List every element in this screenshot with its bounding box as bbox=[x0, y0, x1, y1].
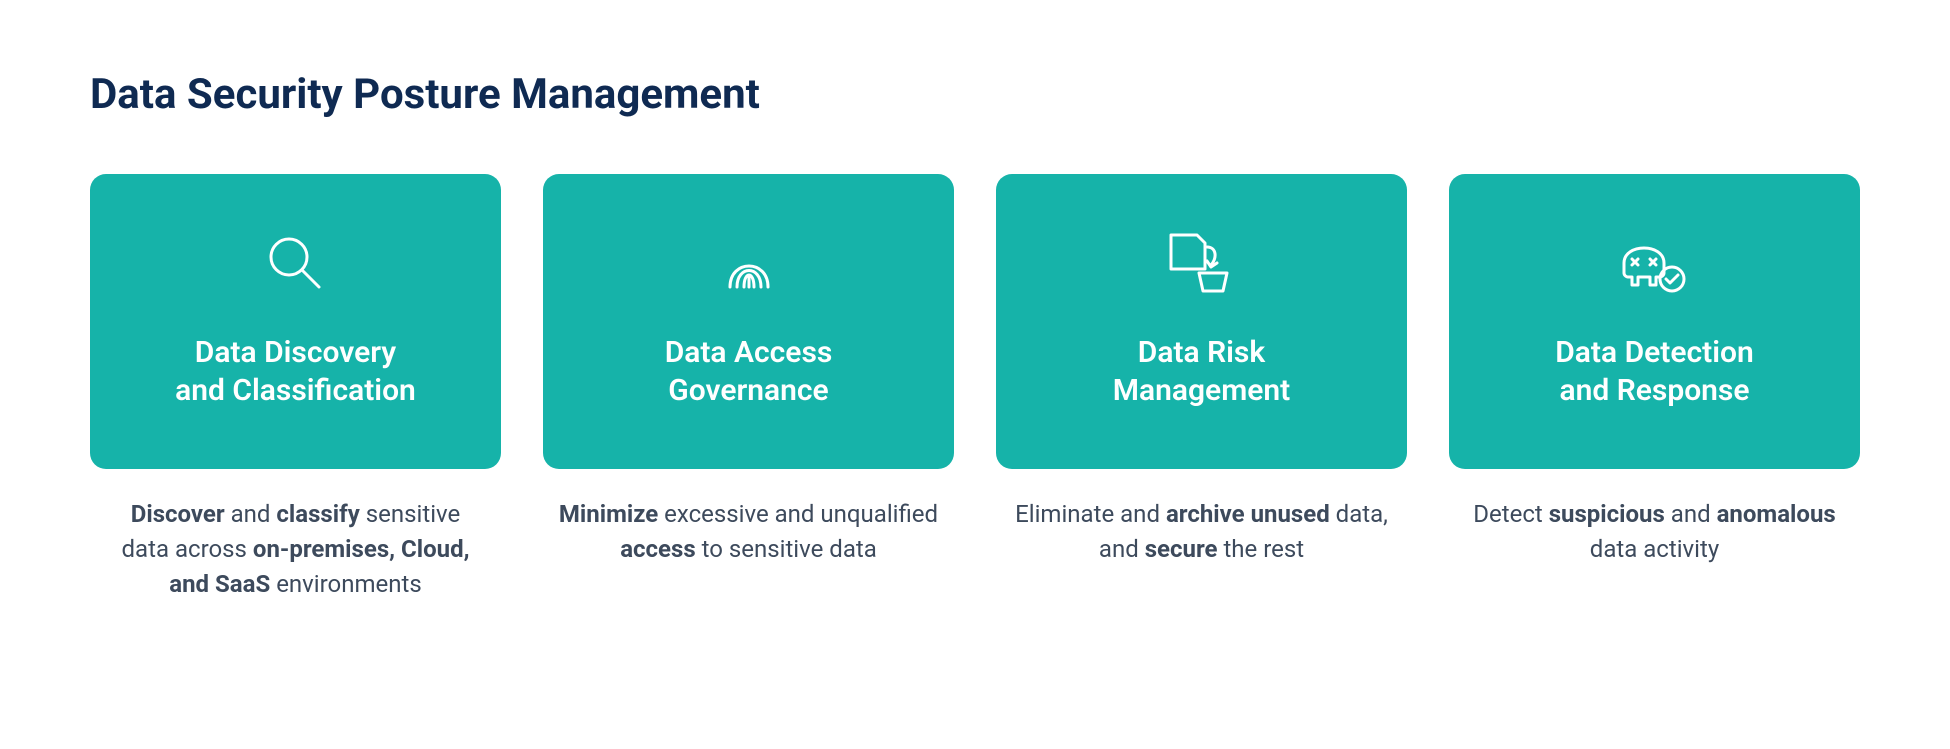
magnifier-icon bbox=[261, 224, 331, 304]
card-access: Data Access Governance bbox=[543, 174, 954, 469]
card-discovery: Data Discovery and Classification bbox=[90, 174, 501, 469]
caption-discovery: Discover and classify sensitive data acr… bbox=[106, 497, 486, 601]
card-column-access: Data Access Governance Minimize excessiv… bbox=[543, 174, 954, 601]
cards-row: Data Discovery and Classification Discov… bbox=[90, 174, 1860, 601]
card-title-detection: Data Detection and Response bbox=[1555, 334, 1753, 409]
card-title-risk: Data Risk Management bbox=[1113, 334, 1290, 409]
card-column-discovery: Data Discovery and Classification Discov… bbox=[90, 174, 501, 601]
page-title: Data Security Posture Management bbox=[90, 70, 1860, 119]
caption-risk: Eliminate and archive unused data, and s… bbox=[1012, 497, 1392, 567]
archive-icon bbox=[1159, 224, 1245, 304]
card-title-discovery: Data Discovery and Classification bbox=[175, 334, 416, 409]
card-risk: Data Risk Management bbox=[996, 174, 1407, 469]
skull-check-icon bbox=[1610, 224, 1700, 304]
caption-access: Minimize excessive and unqualified acces… bbox=[559, 497, 939, 567]
caption-detection: Detect suspicious and anomalous data act… bbox=[1465, 497, 1845, 567]
card-title-access: Data Access Governance bbox=[665, 334, 833, 409]
card-detection: Data Detection and Response bbox=[1449, 174, 1860, 469]
fingerprint-icon bbox=[714, 224, 784, 304]
card-column-detection: Data Detection and Response Detect suspi… bbox=[1449, 174, 1860, 601]
card-column-risk: Data Risk Management Eliminate and archi… bbox=[996, 174, 1407, 601]
